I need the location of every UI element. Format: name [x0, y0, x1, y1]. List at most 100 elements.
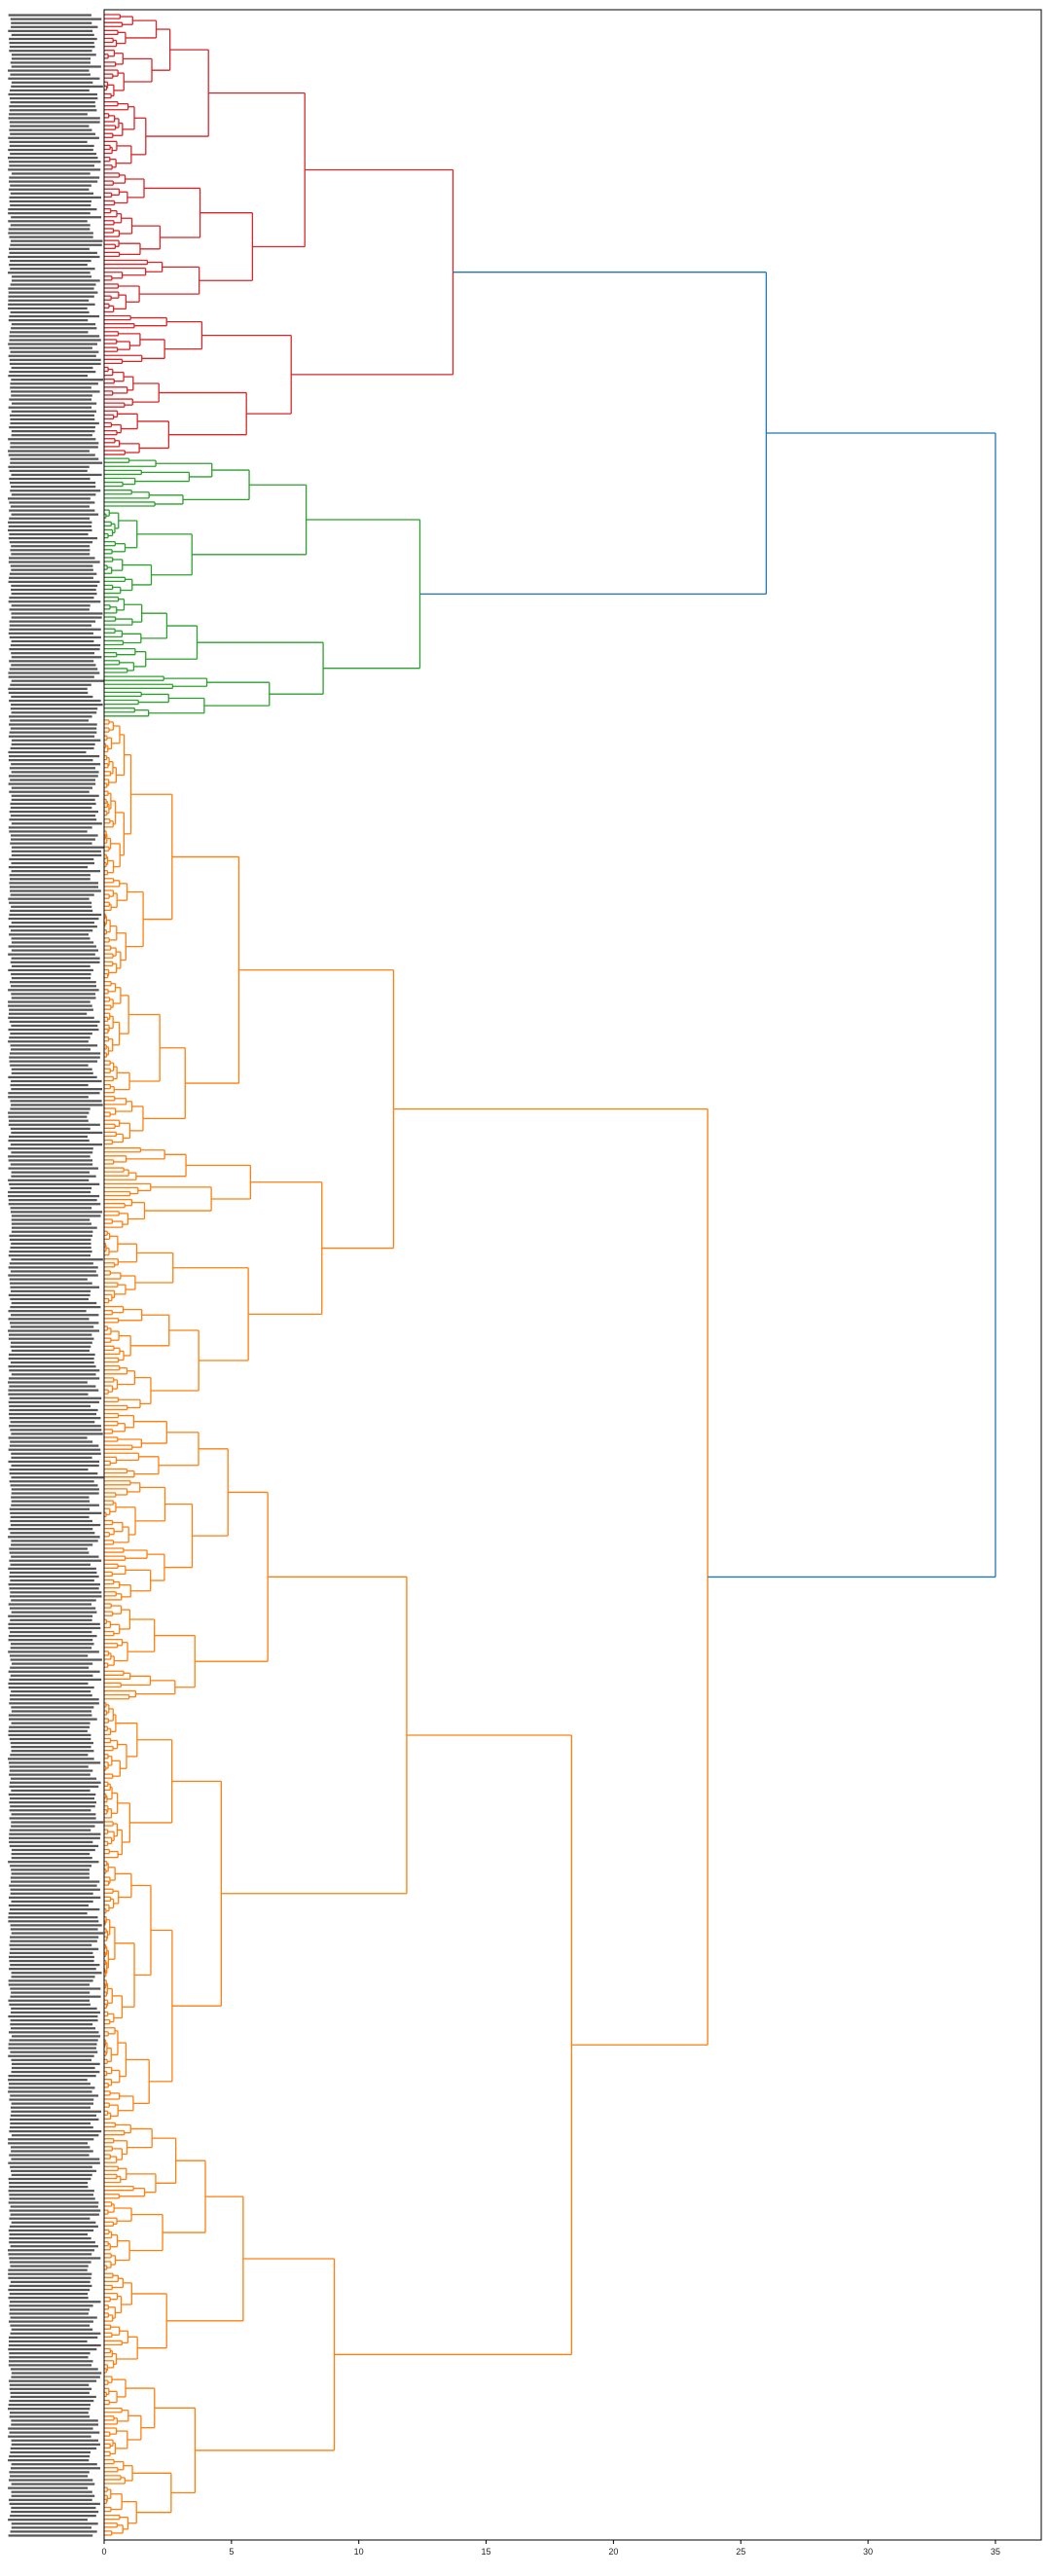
- leaf-label: [10, 2530, 97, 2533]
- leaf-label: [8, 1040, 89, 1043]
- leaf-label: [11, 85, 103, 88]
- leaf-label: [9, 362, 101, 366]
- leaf-label: [8, 1603, 92, 1606]
- leaf-label: [9, 628, 101, 631]
- leaf-label: [11, 1151, 93, 1154]
- leaf-label: [9, 50, 92, 53]
- leaf-label: [10, 2106, 91, 2109]
- leaf-label: [9, 857, 94, 861]
- leaf-label: [10, 1698, 99, 1701]
- leaf-label: [10, 1211, 103, 1214]
- leaf-label: [10, 1064, 89, 1067]
- leaf-label: [11, 2522, 98, 2525]
- leaf-label: [8, 375, 89, 378]
- leaf-label: [9, 731, 97, 734]
- leaf-label: [9, 1182, 100, 1185]
- leaf-label: [8, 2083, 91, 2086]
- leaf-label: [11, 1258, 103, 1261]
- leaf-label: [8, 1254, 91, 1257]
- leaf-label: [8, 1536, 100, 1539]
- leaf-label: [8, 1448, 101, 1451]
- leaf-label: [9, 1404, 91, 1408]
- leaf-label: [9, 121, 100, 124]
- leaf-label: [9, 1595, 102, 1598]
- leaf-label: [11, 1750, 94, 1753]
- leaf-label: [10, 719, 90, 722]
- leaf-label: [11, 771, 99, 774]
- leaf-label: [10, 1630, 92, 1634]
- leaf-label: [9, 2217, 91, 2220]
- leaf-label: [11, 2419, 98, 2422]
- leaf-label: [11, 1079, 102, 1083]
- leaf-label: [8, 168, 101, 171]
- leaf-label: [11, 941, 94, 944]
- leaf-label: [8, 1583, 100, 1586]
- leaf-label: [8, 2090, 92, 2093]
- leaf-label: [11, 1869, 90, 1871]
- leaf-label: [10, 1297, 90, 1301]
- leaf-label: [9, 109, 97, 112]
- leaf-label: [10, 1523, 101, 1527]
- leaf-label: [8, 1651, 99, 1653]
- leaf-label: [11, 2376, 100, 2378]
- leaf-label: [11, 493, 96, 496]
- leaf-label: [10, 1658, 102, 1661]
- leaf-label: [10, 2122, 91, 2125]
- leaf-label: [10, 806, 92, 810]
- leaf-label: [8, 945, 96, 948]
- leaf-label: [9, 2232, 89, 2236]
- leaf-label: [9, 810, 98, 814]
- leaf-label: [10, 310, 90, 314]
- leaf-label: [10, 18, 102, 20]
- leaf-label: [10, 727, 97, 730]
- leaf-label: [10, 1591, 102, 1594]
- leaf-label: [10, 1515, 90, 1519]
- leaf-label: [9, 1678, 102, 1682]
- leaf-label: [10, 132, 96, 135]
- leaf-label: [9, 1817, 96, 1820]
- leaf-label: [10, 779, 96, 781]
- leaf-label: [11, 54, 96, 56]
- leaf-label: [10, 152, 97, 156]
- leaf-label: [11, 379, 104, 381]
- leaf-label: [9, 1571, 97, 1575]
- leaf-label: [10, 2205, 98, 2208]
- leaf-label: [11, 1825, 95, 1828]
- leaf-label: [11, 2158, 100, 2160]
- leaf-label: [8, 1194, 100, 1198]
- leaf-label: [9, 1262, 93, 1265]
- x-tick-label: 30: [863, 2547, 873, 2557]
- leaf-label: [11, 763, 101, 766]
- leaf-label: [11, 81, 93, 84]
- leaf-label: [9, 1773, 91, 1776]
- leaf-label: [9, 2236, 91, 2240]
- leaf-label: [8, 1353, 95, 1357]
- leaf-label: [9, 2301, 101, 2304]
- leaf-label: [8, 1377, 100, 1380]
- leaf-label: [9, 339, 101, 342]
- leaf-label: [8, 2486, 89, 2489]
- leaf-label: [11, 1813, 96, 1816]
- leaf-label: [8, 1729, 88, 1732]
- leaf-label: [11, 704, 103, 707]
- leaf-label: [11, 1991, 91, 1994]
- leaf-label: [9, 335, 100, 338]
- leaf-label: [10, 421, 99, 425]
- leaf-label: [10, 1305, 101, 1309]
- leaf-label: [8, 1274, 98, 1277]
- x-tick-label: 15: [482, 2547, 491, 2557]
- leaf-label: [10, 2023, 93, 2026]
- leaf-label: [11, 2110, 101, 2113]
- leaf-label: [9, 754, 100, 758]
- leaf-label: [10, 842, 92, 845]
- leaf-label: [8, 1920, 99, 1923]
- leaf-label: [8, 2403, 91, 2407]
- leaf-label: [8, 1400, 99, 1403]
- leaf-label: [8, 1365, 96, 1368]
- leaf-label: [10, 707, 98, 710]
- leaf-label: [8, 406, 92, 409]
- leaf-label: [9, 723, 97, 726]
- leaf-label: [9, 196, 101, 199]
- leaf-label: [9, 608, 90, 611]
